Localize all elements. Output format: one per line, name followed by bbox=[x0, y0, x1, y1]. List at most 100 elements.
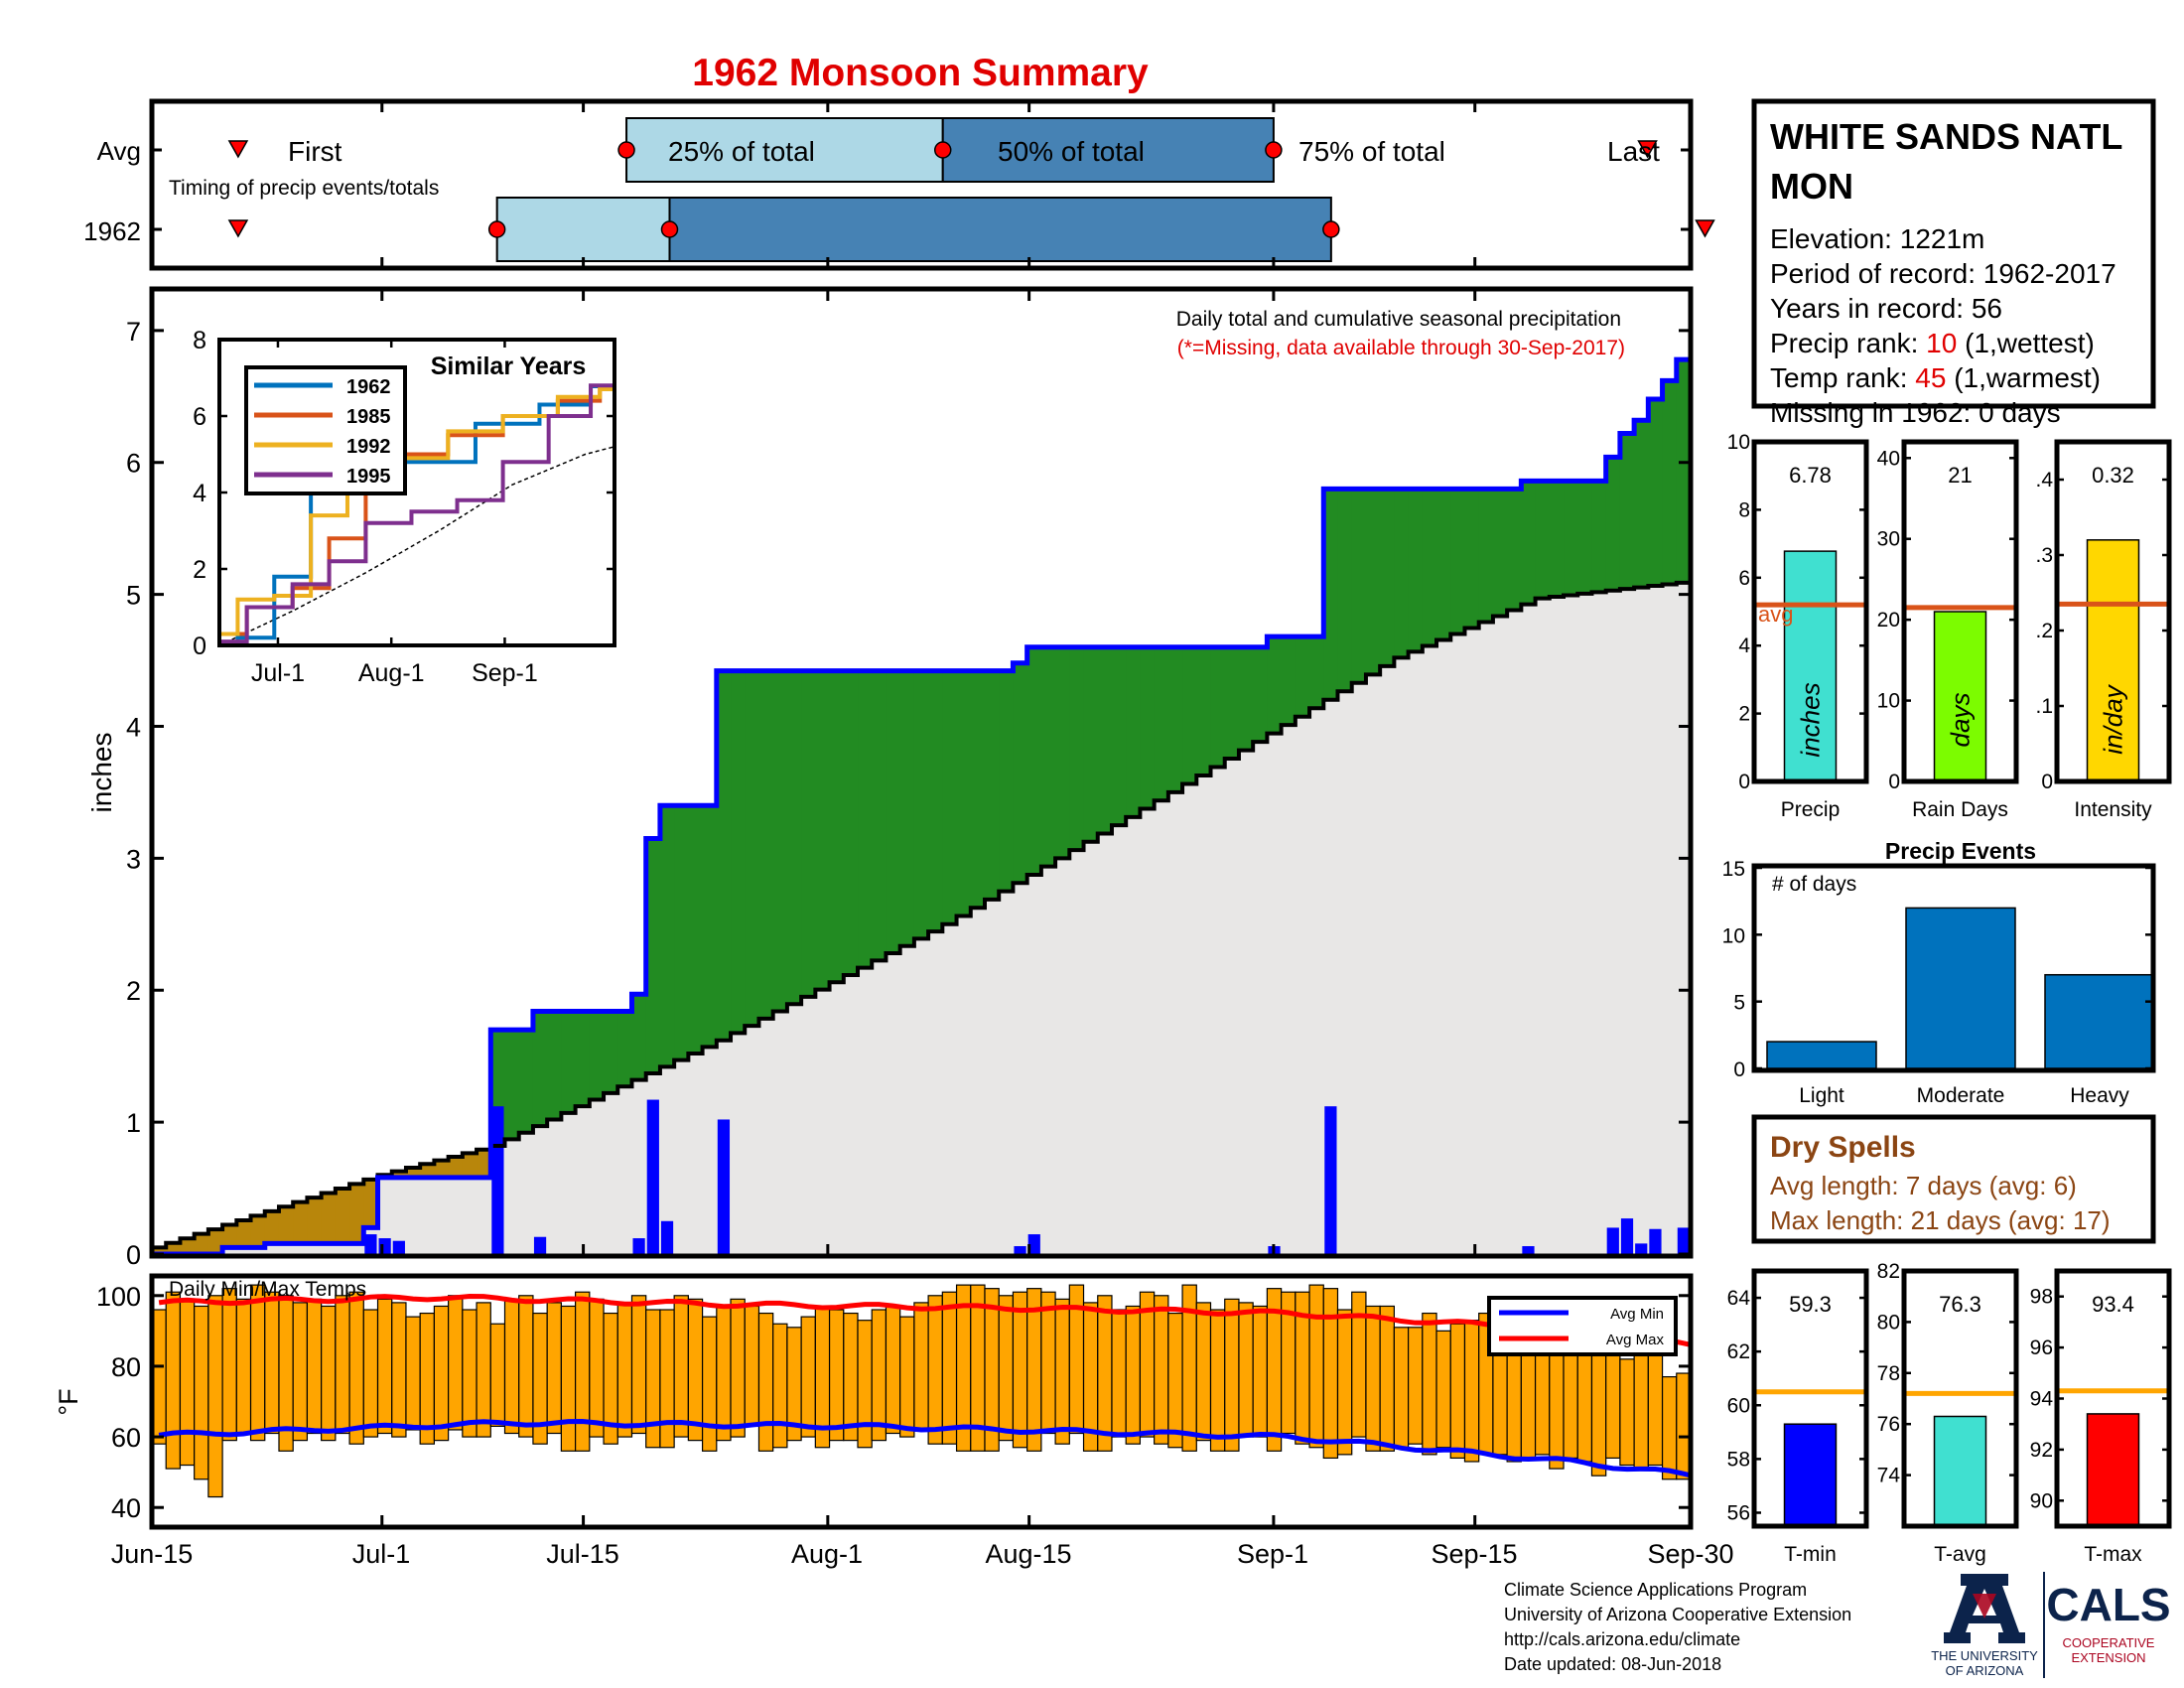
above-avg-fill bbox=[1040, 646, 1056, 867]
temp-rank-prefix: Temp rank: bbox=[1770, 362, 1915, 393]
footer-line-3: http://cals.arizona.edu/climate bbox=[1504, 1629, 1740, 1649]
intensity-summary-label: Intensity bbox=[2074, 798, 2152, 821]
daily-temp-bar bbox=[1463, 1320, 1480, 1463]
inset-axes: 0 2 4 6 8 Jul-1 Aug-1 Sep-1 bbox=[193, 327, 614, 687]
daily-temp-bar bbox=[348, 1291, 364, 1445]
daily-temp-bar bbox=[1549, 1340, 1565, 1470]
above-avg-fill bbox=[688, 805, 704, 1055]
below-avg-fill bbox=[405, 1167, 421, 1178]
inset-y-tick-label: 0 bbox=[193, 633, 206, 660]
above-avg-fill bbox=[772, 670, 788, 1012]
above-avg-fill bbox=[645, 838, 661, 1073]
above-avg-fill bbox=[1436, 489, 1451, 640]
temp-rank-value: 45 bbox=[1915, 362, 1946, 393]
daily-temp-bar bbox=[1111, 1309, 1127, 1438]
daily-temp-bar bbox=[1097, 1295, 1113, 1452]
tmax-summary-tick-label: 92 bbox=[2030, 1439, 2053, 1462]
daily-temp-bar bbox=[335, 1295, 350, 1435]
daily-precip-bar bbox=[1620, 1218, 1634, 1254]
above-avg-fill bbox=[984, 670, 1000, 900]
daily-precip-bar bbox=[1649, 1228, 1662, 1254]
above-avg-fill bbox=[702, 805, 718, 1048]
daily-temp-bar bbox=[1647, 1351, 1664, 1467]
missing-note: (*=Missing, data available through 30-Se… bbox=[1177, 337, 1625, 359]
station-years: Years in record: 56 bbox=[1770, 293, 2002, 324]
daily-temp-bar bbox=[1054, 1298, 1070, 1445]
daily-temp-bar bbox=[221, 1288, 237, 1442]
below-avg-fill bbox=[166, 1242, 182, 1254]
raindays-summary-tick-label: 30 bbox=[1877, 528, 1900, 551]
daily-temp-bar bbox=[1167, 1312, 1183, 1449]
above-avg-fill bbox=[1648, 398, 1664, 587]
station-info-frame bbox=[1751, 98, 2156, 409]
ua-name-line-2: OF ARIZONA bbox=[1946, 1663, 2024, 1678]
year-pct-marker-2 bbox=[660, 220, 679, 238]
daily-temp-bar bbox=[518, 1295, 534, 1438]
precip-events-ylabel: # of days bbox=[1772, 873, 1856, 896]
inset-x-tick-label: Sep-1 bbox=[472, 659, 538, 687]
daily-temp-bar bbox=[1449, 1323, 1466, 1460]
inset-legend-label-1995: 1995 bbox=[346, 466, 391, 488]
year-first-marker bbox=[227, 219, 249, 238]
avg-pct-marker-2 bbox=[933, 141, 952, 159]
above-avg-fill bbox=[858, 670, 873, 968]
events-y-tick-label: 10 bbox=[1722, 924, 1745, 947]
daily-temp-bar bbox=[673, 1295, 689, 1438]
precip-summary-value: 6.78 bbox=[1789, 463, 1832, 488]
daily-temp-bar bbox=[1012, 1291, 1028, 1449]
precip-rank-prefix: Precip rank: bbox=[1770, 328, 1926, 358]
above-avg-fill bbox=[1337, 489, 1353, 692]
event-label-light: Light bbox=[1799, 1084, 1844, 1107]
daily-precip-bar bbox=[1324, 1106, 1337, 1254]
inset-legend-items: 1962 1985 1992 1995 bbox=[254, 376, 391, 488]
x-label-aug-1: Aug-1 bbox=[791, 1539, 863, 1569]
precip-y-tick-label: 4 bbox=[126, 712, 141, 742]
daily-precip-bar bbox=[660, 1220, 674, 1254]
below-avg-fill bbox=[236, 1219, 252, 1248]
tmax-summary-tick-label: 96 bbox=[2030, 1336, 2053, 1359]
precip-y-tick-label: 5 bbox=[126, 581, 141, 611]
tmin-summary-value: 59.3 bbox=[1789, 1292, 1832, 1317]
temp-plot-area bbox=[154, 1284, 1689, 1498]
intensity-summary-tick-label: .1 bbox=[2035, 695, 2053, 718]
below-avg-fill bbox=[434, 1160, 450, 1178]
tavg-summary-tick-label: 76 bbox=[1877, 1413, 1900, 1436]
daily-temp-bar bbox=[1154, 1295, 1169, 1445]
above-avg-fill bbox=[1323, 489, 1339, 700]
daily-temp-bar bbox=[235, 1298, 252, 1435]
ua-name-line-1: THE UNIVERSITY bbox=[1931, 1648, 2038, 1663]
events-y-tick-label: 15 bbox=[1722, 858, 1745, 881]
pct50-label: 50% of total bbox=[998, 136, 1145, 167]
last-label: Last bbox=[1607, 136, 1660, 167]
daily-temp-bar bbox=[391, 1302, 407, 1438]
precip-plot-area bbox=[154, 356, 1689, 1254]
daily-temp-bar bbox=[264, 1291, 280, 1435]
year-pct-marker-3 bbox=[1322, 220, 1340, 238]
above-avg-fill bbox=[1464, 489, 1480, 629]
precip-summary-tick-label: 8 bbox=[1738, 498, 1750, 521]
above-avg-fill bbox=[1253, 646, 1268, 743]
below-avg-fill bbox=[194, 1233, 209, 1254]
station-name-line2: MON bbox=[1770, 166, 1853, 207]
daily-temp-bar bbox=[1365, 1305, 1381, 1452]
precip-events-chart: Precip Events Light Moderate Heavy 0 5 10 15 #… bbox=[1722, 838, 2156, 1107]
above-avg-fill bbox=[1591, 481, 1607, 593]
temp-y-tick-label: 100 bbox=[96, 1282, 141, 1312]
station-temp-rank: Temp rank: 45 (1,warmest) bbox=[1770, 362, 2101, 393]
inset-legend-label-1992: 1992 bbox=[346, 436, 391, 458]
below-avg-fill bbox=[180, 1238, 196, 1254]
precip-rank-value: 10 bbox=[1926, 328, 1957, 358]
tmax-summary-value: 93.4 bbox=[2092, 1292, 2134, 1317]
above-avg-fill bbox=[1619, 433, 1635, 590]
university-of-arizona-logo: THE UNIVERSITY OF ARIZONA CALS COOPERATI… bbox=[1931, 1572, 2171, 1678]
raindays-summary-unit: days bbox=[1946, 693, 1976, 748]
precip-summary-tick-label: 10 bbox=[1727, 431, 1750, 454]
temp-ylabel: °F bbox=[54, 1388, 83, 1415]
daily-precip-bar bbox=[632, 1238, 645, 1254]
above-avg-fill bbox=[1549, 481, 1565, 598]
daily-temp-bar bbox=[772, 1323, 788, 1449]
x-label-jul-15: Jul-15 bbox=[546, 1539, 619, 1569]
inset-y-tick-label: 4 bbox=[193, 480, 206, 507]
below-avg-fill bbox=[222, 1224, 237, 1248]
daily-precip-bar bbox=[1027, 1234, 1040, 1254]
